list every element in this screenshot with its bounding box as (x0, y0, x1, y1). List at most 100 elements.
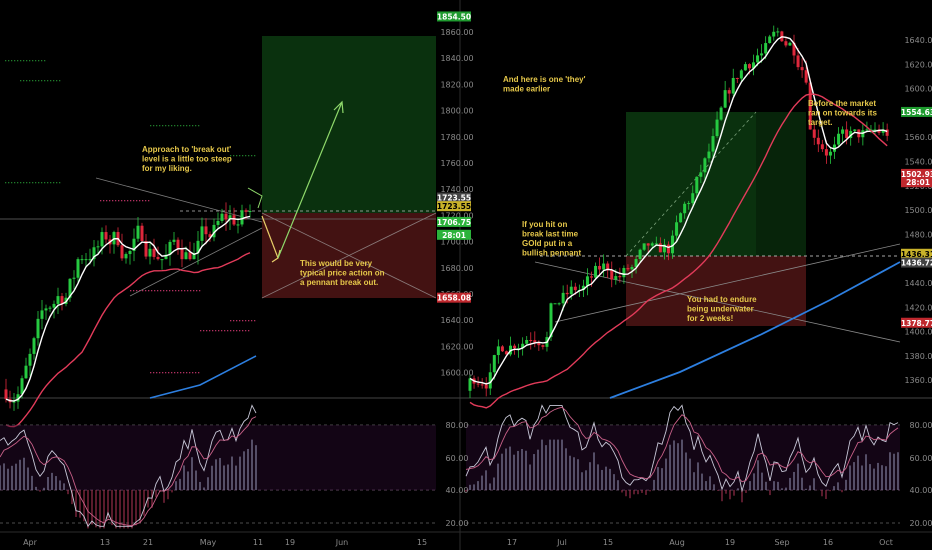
candle-body (76, 259, 80, 278)
y-tick-label: 1720.00 (440, 211, 473, 220)
y-tick-label: 1500.00 (904, 206, 932, 215)
candle-body (164, 254, 168, 260)
candle-body (549, 303, 553, 338)
candle-body (496, 346, 500, 356)
candle-body (148, 248, 152, 257)
pivot-dot (245, 330, 247, 332)
candle-body (816, 137, 820, 145)
stop-zone (626, 256, 806, 326)
y-tick-label: 1640.00 (440, 316, 473, 325)
y-tick-label: 1700.00 (440, 238, 473, 247)
candle-body (743, 64, 747, 71)
pivot-dot (171, 125, 173, 127)
pivot-dot (153, 125, 155, 127)
price-tag-label: 28:01 (906, 178, 930, 187)
candle-body (784, 41, 788, 46)
candle-body (590, 276, 593, 278)
slow-ma-line (5, 252, 251, 428)
pivot-dot (103, 200, 105, 202)
pivot-dot (26, 182, 28, 184)
candle-body (488, 372, 492, 389)
x-tick-label: Aug (669, 538, 685, 547)
pivot-dot (8, 60, 10, 62)
y-tick-label: 1780.00 (440, 133, 473, 142)
annotations: Approach to 'break out' level is a little… (142, 75, 877, 323)
candle-body (654, 243, 658, 245)
pivot-dot (203, 330, 205, 332)
y-tick-label: 1480.00 (904, 230, 932, 239)
candle-body (228, 215, 232, 220)
candle-body (873, 129, 877, 131)
candle-body (541, 345, 545, 347)
pivot-dot (159, 372, 161, 374)
price-tag-label: 1723.55 (437, 202, 471, 211)
slow-ma-line (469, 93, 888, 409)
candle-body (731, 77, 735, 94)
candle-body (618, 276, 622, 278)
candle-body (666, 244, 670, 254)
annotation-line: break last time (522, 230, 579, 239)
pivot-dot (38, 60, 40, 62)
pivot-dot (248, 330, 250, 332)
price-tag-label: 1854.50 (437, 12, 471, 21)
candle-body (727, 90, 731, 94)
candle-body (244, 210, 248, 212)
pivot-dot (32, 60, 34, 62)
candle-body (735, 77, 739, 79)
candle-body (32, 338, 36, 354)
candle-body (808, 82, 812, 130)
pivot-dot (162, 125, 164, 127)
pivot-dot (121, 200, 123, 202)
x-tick-label: Oct (879, 538, 893, 547)
candle-body (573, 286, 577, 291)
pivot-dot (233, 155, 235, 157)
pivot-dot (156, 125, 158, 127)
price-tag-bg (437, 11, 471, 22)
x-tick-label: May (200, 538, 217, 547)
candle-body (136, 225, 140, 239)
pivot-dot (218, 330, 220, 332)
annotation-text: Approach to 'break out' level is a little… (142, 145, 232, 173)
pivot-dot (186, 125, 188, 127)
price-tag-label: 1436.72 (901, 259, 932, 268)
pivot-dot (180, 125, 182, 127)
pivot-dot (174, 125, 176, 127)
candle-body (156, 256, 160, 260)
pivot-dot (41, 182, 43, 184)
arrow-head (333, 100, 344, 114)
x-tick-label: 15 (417, 538, 427, 547)
candle-body (521, 343, 525, 349)
candle-body (180, 248, 184, 260)
candle-body (581, 285, 585, 290)
candle-body (128, 250, 132, 255)
annotation-line: And here is one 'they' (503, 75, 586, 84)
pivot-dot (154, 290, 156, 292)
candle-body (80, 259, 84, 261)
annotation-text: This would be very typical price action o… (300, 259, 385, 287)
pivot-dot (17, 60, 19, 62)
annotation-line: You had to endure (687, 295, 757, 304)
candle-body (679, 213, 683, 223)
osc-tick-label: 20.00 (910, 519, 932, 528)
pivot-dot (254, 155, 256, 157)
pivot-dot (26, 60, 28, 62)
pivot-dot (245, 155, 247, 157)
candle-body (500, 346, 504, 352)
price-tag-bg (437, 229, 471, 240)
price-tag-bg (901, 106, 932, 117)
y-tick-label: 1560.00 (904, 133, 932, 142)
candle-body (885, 129, 889, 136)
pivot-dot (168, 125, 170, 127)
candle-body (28, 353, 32, 366)
pivot-dot (112, 200, 114, 202)
pivot-dot (47, 182, 49, 184)
pivot-dot (172, 290, 174, 292)
price-tag-bg (901, 168, 932, 179)
x-tick-label: 11 (253, 538, 263, 547)
candle-body (492, 355, 496, 373)
pivot-dot (35, 60, 37, 62)
pivot-dot (180, 372, 182, 374)
pivot-dot (5, 60, 7, 62)
pivot-dot (35, 182, 37, 184)
pivot-dot (59, 80, 61, 82)
